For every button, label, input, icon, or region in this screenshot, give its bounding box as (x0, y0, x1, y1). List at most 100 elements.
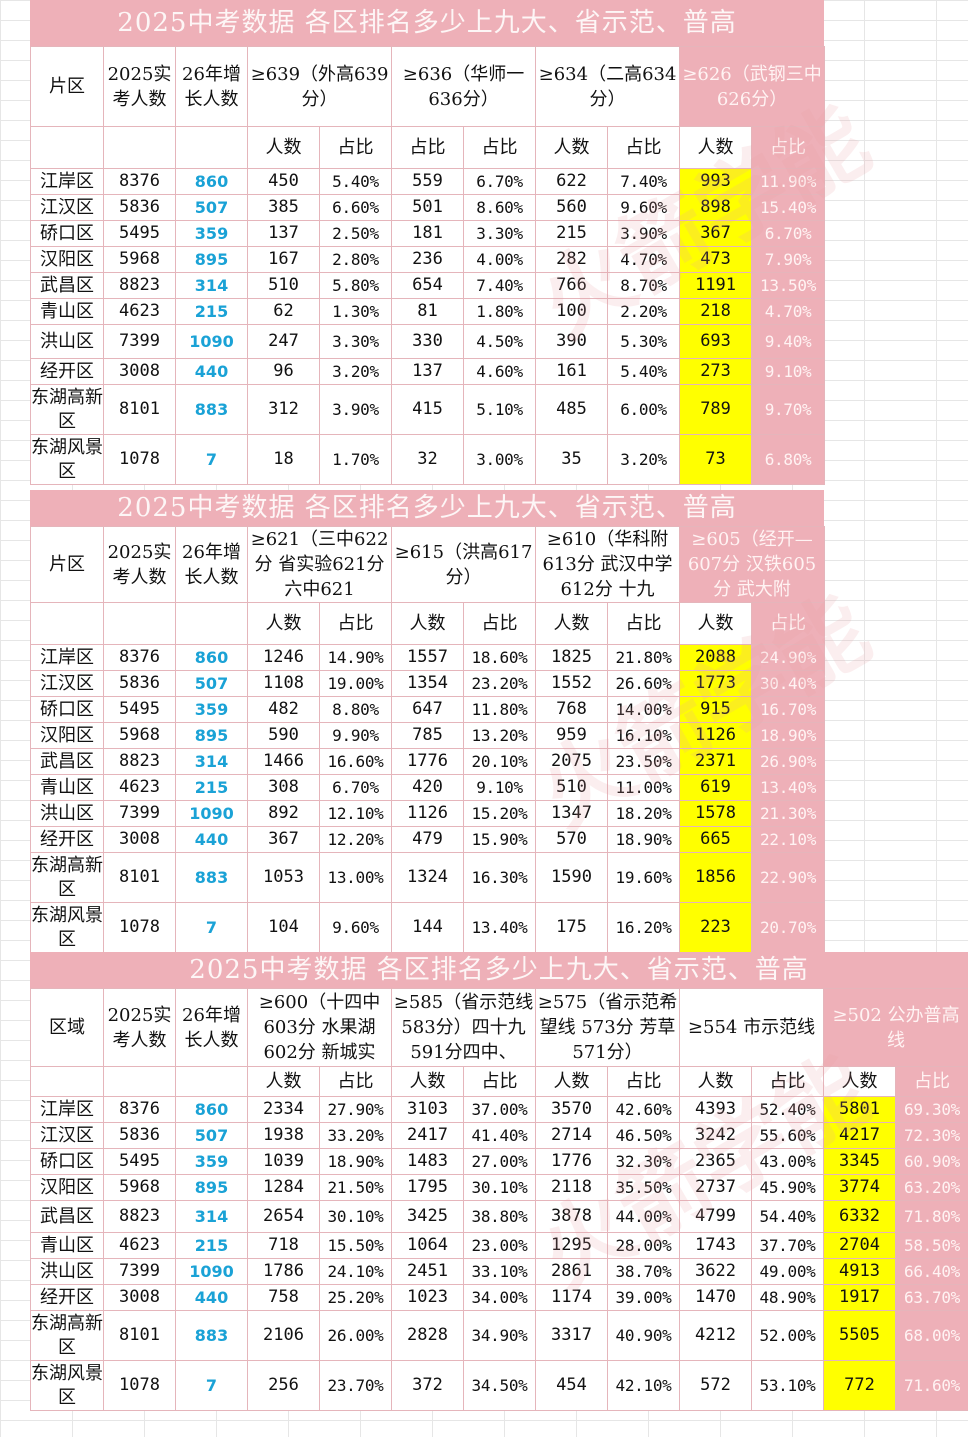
percent-cell: 52.40% (750, 1096, 825, 1123)
sub-header-count: 人数 (679, 126, 753, 169)
count-cell: 2714 (535, 1122, 608, 1149)
count-cell: 1023 (391, 1284, 464, 1311)
percent-cell: 72.30% (895, 1122, 968, 1149)
section-3-table: 区域 2025实考人数 26年增长人数 ≥600（十四中603分 水果湖602分… (30, 988, 968, 1411)
percent-cell: 43.00% (750, 1148, 825, 1175)
growth-cell: 359 (175, 696, 248, 723)
exam-count-cell: 7399 (103, 324, 176, 359)
region-cell: 硚口区 (30, 1148, 104, 1175)
region-cell: 汉阳区 (30, 1174, 104, 1201)
header-growth: 26年增长人数 (175, 988, 248, 1067)
section-3-title: 2025中考数据 各区排名多少上九大、省示范、普高 (30, 952, 968, 988)
growth-cell: 215 (175, 774, 248, 801)
table-row: 硚口区 5495 359 482 8.80% 647 11.80% 768 14.00% 915 1… (30, 696, 826, 723)
region-cell: 江汉区 (30, 1122, 104, 1149)
count-cell: 1126 (391, 800, 465, 827)
exam-count-cell: 7399 (103, 800, 176, 827)
region-cell: 江岸区 (30, 1096, 104, 1123)
percent-cell: 8.60% (463, 194, 537, 221)
count-cell: 2861 (535, 1258, 608, 1285)
table-row: 青山区 4623 215 62 1.30% 81 1.80% 100 2.20% 218 4.70% (30, 298, 826, 325)
region-cell: 洪山区 (30, 324, 104, 359)
percent-cell: 30.10% (463, 1174, 536, 1201)
exam-count-cell: 8823 (103, 272, 176, 299)
sub-header-pct: 占比 (607, 1066, 680, 1097)
count-cell: 479 (391, 826, 465, 853)
table-row: 东湖高新区 8101 883 2106 26.00% 2828 34.90% 3317 40.9… (30, 1310, 968, 1361)
percent-cell: 33.10% (463, 1258, 536, 1285)
region-cell: 硚口区 (30, 220, 104, 247)
section-1: 2025中考数据 各区排名多少上九大、省示范、普高 片区 2025实考人数 26… (30, 0, 826, 490)
count-cell: 647 (391, 696, 465, 723)
percent-cell: 39.00% (607, 1284, 680, 1311)
percent-cell: 27.00% (463, 1148, 536, 1175)
count-cell: 1191 (679, 272, 753, 299)
growth-cell: 314 (175, 1200, 248, 1233)
percent-cell: 34.00% (463, 1284, 536, 1311)
percent-cell: 3.30% (318, 324, 393, 359)
percent-cell: 15.40% (751, 194, 826, 221)
percent-cell: 16.10% (607, 722, 681, 749)
exam-count-cell: 8823 (103, 1200, 176, 1233)
exam-count-cell: 5495 (103, 696, 176, 723)
percent-cell: 1.80% (463, 298, 537, 325)
percent-cell: 68.00% (895, 1310, 968, 1361)
count-cell: 415 (391, 384, 465, 435)
percent-cell: 9.60% (318, 902, 393, 953)
percent-cell: 45.90% (750, 1174, 825, 1201)
table-row: 汉阳区 5968 895 167 2.80% 236 4.00% 282 4.70% 473 7.9… (30, 246, 826, 273)
percent-cell: 26.00% (319, 1310, 392, 1361)
percent-cell: 38.80% (463, 1200, 536, 1233)
exam-count-cell: 8101 (103, 1310, 176, 1361)
percent-cell: 9.60% (607, 194, 681, 221)
growth-cell: 883 (175, 852, 248, 903)
count-cell: 218 (679, 298, 753, 325)
count-cell: 35 (535, 434, 609, 485)
exam-count-cell: 3008 (103, 358, 176, 385)
count-cell: 312 (247, 384, 320, 435)
sub-header-count: 人数 (535, 602, 609, 645)
count-cell: 959 (535, 722, 609, 749)
count-cell: 390 (535, 324, 609, 359)
count-cell: 1126 (679, 722, 753, 749)
percent-cell: 49.00% (750, 1258, 825, 1285)
percent-cell: 55.60% (750, 1122, 825, 1149)
count-cell: 510 (247, 272, 320, 299)
header-growth: 26年增长人数 (175, 46, 248, 127)
region-cell: 东湖风景区 (30, 902, 104, 953)
percent-cell: 6.70% (463, 168, 537, 195)
count-cell: 1324 (391, 852, 465, 903)
count-cell: 144 (391, 902, 465, 953)
count-cell: 4913 (823, 1258, 897, 1285)
percent-cell: 40.90% (607, 1310, 680, 1361)
growth-cell: 895 (175, 246, 248, 273)
region-cell: 武昌区 (30, 1200, 104, 1233)
growth-cell: 314 (175, 272, 248, 299)
count-cell: 1786 (247, 1258, 320, 1285)
sub-blank (30, 602, 104, 645)
count-cell: 2654 (247, 1200, 320, 1233)
percent-cell: 18.60% (463, 644, 537, 671)
percent-cell: 20.10% (463, 748, 537, 775)
count-cell: 372 (391, 1360, 464, 1411)
count-cell: 785 (391, 722, 465, 749)
section-3: 2025中考数据 各区排名多少上九大、省示范、普高 区域 2025实考人数 26… (30, 952, 968, 1412)
growth-cell: 440 (175, 358, 248, 385)
sub-blank (103, 126, 176, 169)
count-cell: 993 (679, 168, 753, 195)
percent-cell: 27.90% (319, 1096, 392, 1123)
percent-cell: 2.80% (318, 246, 393, 273)
count-cell: 1053 (247, 852, 320, 903)
table-row: 青山区 4623 215 308 6.70% 420 9.10% 510 11.00% 619 13… (30, 774, 826, 801)
exam-count-cell: 8376 (103, 644, 176, 671)
count-cell: 367 (679, 220, 753, 247)
count-cell: 6332 (823, 1200, 897, 1233)
header-group-3: ≥575（省示范希望线 573分 芳草571分） (535, 988, 680, 1067)
count-cell: 247 (247, 324, 320, 359)
percent-cell: 21.80% (607, 644, 681, 671)
exam-count-cell: 8376 (103, 1096, 176, 1123)
count-cell: 1578 (679, 800, 753, 827)
percent-cell: 26.60% (607, 670, 681, 697)
percent-cell: 22.10% (751, 826, 826, 853)
count-cell: 2371 (679, 748, 753, 775)
